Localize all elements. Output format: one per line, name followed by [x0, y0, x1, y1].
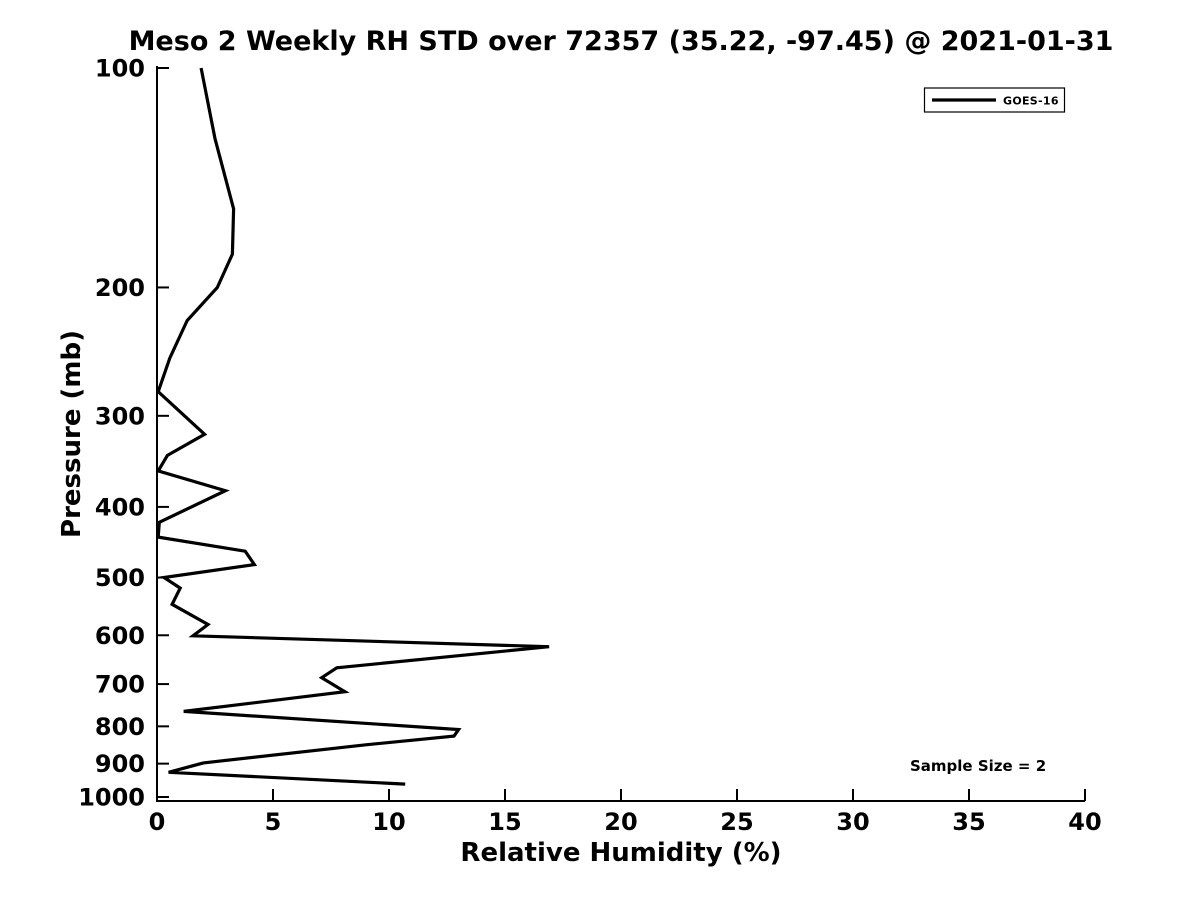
- x-tick-label: 35: [952, 808, 985, 836]
- axis-spines: [156, 66, 1085, 802]
- y-tick-label: 900: [95, 750, 145, 778]
- y-tick-label: 500: [95, 564, 145, 592]
- y-tick-label: 400: [95, 493, 145, 521]
- series-line-goes-16: [155, 67, 550, 786]
- y-tick-label: 700: [95, 671, 145, 699]
- chart-title: Meso 2 Weekly RH STD over 72357 (35.22, …: [129, 26, 1114, 57]
- x-tick-label: 10: [372, 808, 405, 836]
- axes: 0 5 10 15 20 25 30 35 40 100 200 300 400 500 600 700 800…: [78, 55, 1102, 837]
- y-tick-label: 100: [95, 55, 145, 83]
- x-tick-label: 0: [149, 808, 166, 836]
- legend: GOES-16: [923, 87, 1066, 113]
- series-layer: [155, 67, 550, 786]
- y-tick-label: 800: [95, 713, 145, 741]
- x-tick-label: 25: [720, 808, 753, 836]
- x-tick-label: 30: [836, 808, 869, 836]
- x-tick-label: 5: [265, 808, 282, 836]
- x-tick-label: 20: [604, 808, 637, 836]
- legend-entry-goes16: GOES-16: [1003, 95, 1059, 108]
- x-tick-label: 15: [488, 808, 521, 836]
- x-axis-label: Relative Humidity (%): [460, 838, 781, 868]
- sample-size-annotation: Sample Size = 2: [910, 757, 1046, 775]
- y-tick-label: 300: [95, 402, 145, 430]
- x-tick-label: 40: [1068, 808, 1101, 836]
- y-tick-label: 1000: [78, 784, 145, 812]
- y-tick-label: 600: [95, 622, 145, 650]
- y-tick-label: 200: [95, 274, 145, 302]
- y-axis-label: Pressure (mb): [57, 330, 87, 538]
